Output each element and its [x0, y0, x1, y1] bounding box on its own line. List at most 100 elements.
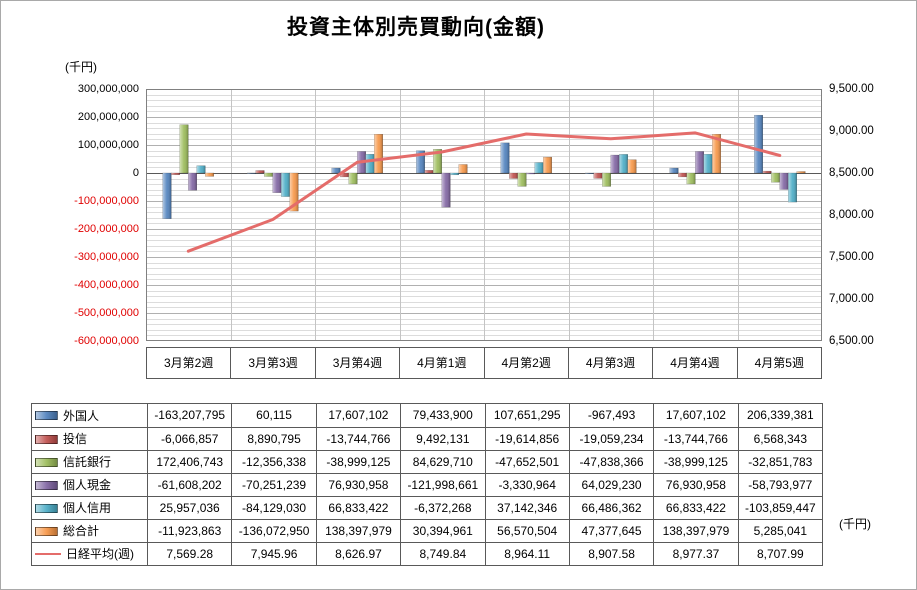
table-value-cell: 25,957,036 — [147, 496, 232, 519]
bar-series-legend-icon — [35, 480, 58, 490]
table-value-cell: -11,923,863 — [147, 519, 232, 542]
table-value-cell: 9,492,131 — [400, 427, 485, 450]
table-value-cell: 17,607,102 — [315, 404, 400, 427]
table-value-cell: 7,569.28 — [147, 542, 232, 565]
table-value-cell: 8,907.58 — [568, 542, 654, 565]
table-value-cell: -3,330,964 — [484, 473, 569, 496]
table-value-cell: -136,072,950 — [231, 519, 316, 542]
left-axis-tick: -400,000,000 — [74, 279, 139, 291]
series-label: 日経平均(週) — [66, 547, 134, 561]
right-axis-tick: 6,500.00 — [829, 335, 874, 347]
table-value-cell: -38,999,125 — [653, 450, 738, 473]
table-value-cell: 8,977.37 — [653, 542, 738, 565]
right-axis-tick: 9,000.00 — [829, 125, 874, 137]
category-label: 3月第3週 — [230, 348, 314, 378]
left-axis-tick: -200,000,000 — [74, 223, 139, 235]
table-value-cell: 8,964.11 — [484, 542, 569, 565]
left-axis-tick: 100,000,000 — [77, 139, 139, 151]
table-value-cell: -61,608,202 — [147, 473, 232, 496]
bar-series-legend-icon — [35, 526, 58, 536]
table-value-cell: 76,930,958 — [653, 473, 738, 496]
left-axis-tick: 300,000,000 — [77, 83, 139, 95]
left-axis-tick: -300,000,000 — [74, 251, 139, 263]
table-value-cell: -12,356,338 — [231, 450, 316, 473]
table-value-cell: -967,493 — [568, 404, 653, 427]
series-label-cell: 信託銀行 — [32, 450, 147, 473]
table-value-cell: -84,129,030 — [231, 496, 316, 519]
table-value-cell: 8,749.84 — [400, 542, 485, 565]
series-label: 総合計 — [63, 524, 100, 538]
right-axis-unit-label: (千円) — [839, 517, 871, 531]
series-label: 個人現金 — [63, 478, 112, 492]
table-value-cell: 30,394,961 — [400, 519, 485, 542]
category-axis-row: 3月第2週 3月第3週 3月第4週 4月第1週 4月第2週 4月第3週 4月第4週 4月第5週 — [146, 347, 822, 379]
table-value-cell: 47,377,645 — [568, 519, 654, 542]
series-label-cell: 外国人 — [32, 404, 147, 427]
category-label: 3月第2週 — [164, 356, 214, 370]
category-label: 4月第5週 — [736, 348, 821, 378]
left-axis-tick: -600,000,000 — [74, 335, 139, 347]
right-axis-tick: 9,500.00 — [829, 83, 874, 95]
table-value-cell: 66,833,422 — [315, 496, 401, 519]
table-value-cell: 7,945.96 — [231, 542, 316, 565]
right-axis-tick: 7,500.00 — [829, 251, 874, 263]
line-series-legend-icon — [35, 553, 61, 555]
series-label-cell: 総合計 — [32, 519, 147, 542]
table-value-cell: 76,930,958 — [315, 473, 401, 496]
bar-series-legend-icon — [35, 503, 58, 513]
table-value-cell: 66,833,422 — [653, 496, 738, 519]
table-value-cell: -19,059,234 — [568, 427, 654, 450]
left-axis-tick: -100,000,000 — [74, 195, 139, 207]
table-value-cell: -47,838,366 — [568, 450, 654, 473]
bar-series-legend-icon — [35, 434, 58, 444]
table-value-cell: -19,614,856 — [484, 427, 569, 450]
series-label-cell: 個人現金 — [32, 473, 147, 496]
left-axis-unit-label: (千円) — [65, 60, 97, 74]
series-label: 投信 — [63, 432, 88, 446]
left-axis-tick: 0 — [132, 167, 139, 179]
table-value-cell: -6,372,268 — [400, 496, 485, 519]
table-value-cell: -103,859,447 — [737, 496, 822, 519]
series-label-cell: 個人信用 — [32, 496, 147, 519]
category-label: 4月第3週 — [567, 348, 652, 378]
table-value-cell: -13,744,766 — [653, 427, 738, 450]
table-value-cell: -6,066,857 — [147, 427, 232, 450]
table-value-cell: 17,607,102 — [653, 404, 737, 427]
series-label: 外国人 — [63, 408, 100, 423]
table-value-cell: 8,890,795 — [231, 427, 316, 450]
plot-area — [146, 89, 822, 341]
table-value-cell: 66,486,362 — [568, 496, 654, 519]
series-label: 個人信用 — [63, 501, 112, 515]
table-value-cell: -38,999,125 — [315, 450, 401, 473]
table-value-cell: 6,568,343 — [737, 427, 822, 450]
right-axis-tick: 7,000.00 — [829, 293, 874, 305]
bar-series-legend-icon — [35, 457, 58, 467]
series-label: 信託銀行 — [63, 455, 112, 469]
category-label: 4月第2週 — [483, 348, 568, 378]
table-value-cell: 64,029,230 — [568, 473, 654, 496]
table-value-cell: -13,744,766 — [315, 427, 401, 450]
table-value-cell: 37,142,346 — [484, 496, 569, 519]
table-value-cell: 84,629,710 — [400, 450, 485, 473]
table-value-cell: 138,397,979 — [315, 519, 401, 542]
table-value-cell: -47,652,501 — [484, 450, 569, 473]
right-axis-tick: 8,500.00 — [829, 167, 874, 179]
table-value-cell: -163,207,795 — [147, 404, 231, 427]
category-label: 3月第4週 — [314, 348, 399, 378]
table-value-cell: -58,793,977 — [737, 473, 822, 496]
data-table: 外国人 -163,207,795 60,115 17,607,102 79,433,90… — [31, 403, 823, 566]
category-label: 4月第1週 — [399, 348, 483, 378]
table-value-cell: -32,851,783 — [737, 450, 822, 473]
table-value-cell: 5,285,041 — [737, 519, 822, 542]
table-value-cell: 56,570,504 — [484, 519, 569, 542]
table-value-cell: 107,651,295 — [484, 404, 569, 427]
table-value-cell: 8,626.97 — [315, 542, 401, 565]
table-value-cell: 79,433,900 — [400, 404, 484, 427]
chart-title: 投資主体別売買動向(金額) — [287, 16, 545, 39]
table-value-cell: 60,115 — [231, 404, 315, 427]
table-value-cell: 8,707.99 — [737, 542, 822, 565]
series-label-cell: 日経平均(週) — [32, 542, 147, 565]
table-value-cell: -70,251,239 — [231, 473, 316, 496]
table-value-cell: 172,406,743 — [147, 450, 232, 473]
